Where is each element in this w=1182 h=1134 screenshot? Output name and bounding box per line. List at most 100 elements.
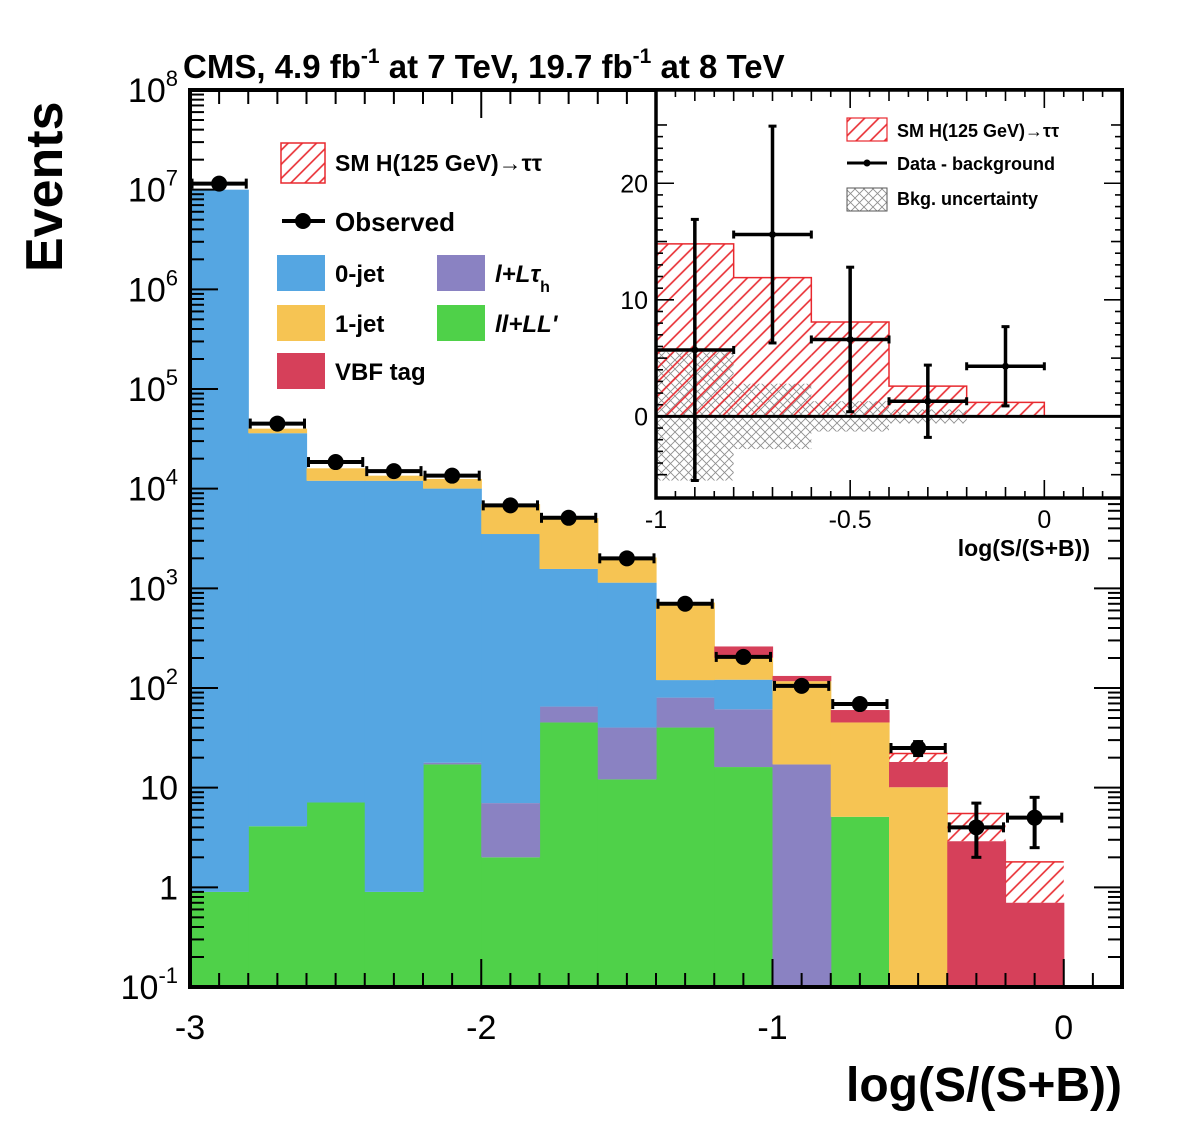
observed-point-0 xyxy=(211,175,228,192)
bar-0-jet-2 xyxy=(306,480,366,803)
legend-swatch-1jet xyxy=(277,305,325,341)
title-sup-a: -1 xyxy=(361,45,380,68)
bar-vbf-tag-11 xyxy=(830,710,890,723)
legend-label-ltau-main: l+Lτ xyxy=(495,261,541,288)
x-tick-label-2: -1 xyxy=(757,1009,787,1047)
observed-point-2 xyxy=(327,454,344,471)
y-tick-label-1: 1 xyxy=(159,869,178,907)
bar-1-jet-11 xyxy=(830,722,890,817)
y-tick-base: 10 xyxy=(121,969,159,1007)
observed-point-1 xyxy=(269,415,286,432)
x-tick-label-1: -2 xyxy=(466,1009,496,1047)
inset-x-tick-label-0: -1 xyxy=(645,506,667,534)
bar-ll-ll--9 xyxy=(714,767,774,987)
bar-ll-ll--7 xyxy=(597,779,657,987)
inset-x-tick-label-2: 0 xyxy=(1037,506,1051,534)
observed-point-8 xyxy=(677,595,694,612)
y-tick-exp: 4 xyxy=(166,465,178,490)
inset-y-axis: 0 10 20 xyxy=(620,124,1122,476)
y-tick-base: 10 xyxy=(128,570,166,608)
x-axis-label: log(S/(S+B)) xyxy=(846,1059,1122,1112)
title-part-c: at 8 TeV xyxy=(651,48,784,85)
bar-l-l-h-6 xyxy=(539,706,599,723)
bar-vbf-tag-13 xyxy=(947,841,1007,987)
inset-data-point-1 xyxy=(769,231,776,239)
y-tick-exp: -1 xyxy=(158,963,178,988)
legend-label-0jet: 0-jet xyxy=(335,261,384,288)
legend-swatch-0jet xyxy=(277,255,325,291)
bar-0-jet-9 xyxy=(714,679,774,710)
y-axis-label: Events xyxy=(16,101,74,272)
bar-l-l-h-7 xyxy=(597,727,657,780)
bar-ll-ll--4 xyxy=(423,764,482,987)
bar-ll-ll--11 xyxy=(830,816,890,987)
bar-0-jet-5 xyxy=(481,534,541,804)
legend-swatch-observed-marker xyxy=(295,213,311,229)
bar-l-l-h-5 xyxy=(481,803,541,858)
y-tick-base: 10 xyxy=(140,770,178,808)
inset-data-point-2 xyxy=(846,335,854,343)
bar-1-jet-8 xyxy=(656,602,715,681)
bar-1-jet-6 xyxy=(539,518,599,569)
inset-legend: SM H(125 GeV)→ττ Data - background Bkg. … xyxy=(846,117,1059,212)
bar-1-jet-12 xyxy=(889,787,948,987)
inset-legend-label-signal: SM H(125 GeV)→ττ xyxy=(897,121,1059,141)
bar-ll-ll--6 xyxy=(539,722,599,987)
observed-point-6 xyxy=(560,509,577,526)
y-tick-base: 10 xyxy=(128,371,166,409)
observed-points xyxy=(190,175,1064,859)
y-tick-exp: 2 xyxy=(166,664,178,689)
bar-0-jet-4 xyxy=(423,488,482,763)
main-legend: SM H(125 GeV)→ττ Observed 0-jet 1-jet VB… xyxy=(277,142,559,389)
inset-signal-bin-4 xyxy=(966,402,1045,417)
inset-data-points xyxy=(654,124,1046,483)
inset-y-tick-label-0: 0 xyxy=(634,403,648,431)
y-tick-base: 10 xyxy=(128,471,166,509)
inset-data-point-4 xyxy=(1002,362,1009,370)
bar-1-jet-10 xyxy=(772,681,832,765)
y-tick-base: 10 xyxy=(128,271,166,309)
legend-label-vbf: VBF tag xyxy=(335,359,426,386)
y-tick-label-0: 10-1 xyxy=(121,963,178,1007)
y-tick-base: 10 xyxy=(128,670,166,708)
y-tick-exp: 5 xyxy=(166,365,178,390)
inset-x-axis: -1 -0.5 0 xyxy=(645,90,1123,534)
y-tick-exp: 3 xyxy=(166,564,178,589)
bar-l-l-h-10 xyxy=(772,764,832,987)
observed-point-3 xyxy=(385,463,402,480)
y-tick-label-4: 103 xyxy=(128,564,178,608)
y-tick-base: 1 xyxy=(159,869,178,907)
bar-l-l-h-9 xyxy=(714,709,774,768)
observed-point-10 xyxy=(793,677,810,694)
bar-ll-ll--5 xyxy=(481,857,541,987)
bar-l-l-h-4 xyxy=(423,762,482,765)
signal-bin-14 xyxy=(1005,861,1064,903)
legend-label-1jet: 1-jet xyxy=(335,311,384,338)
observed-point-11 xyxy=(851,696,868,713)
y-tick-label-9: 108 xyxy=(128,66,178,110)
bar-0-jet-1 xyxy=(248,433,308,827)
title-part-b: at 7 TeV, 19.7 fb xyxy=(380,48,633,85)
y-tick-label-6: 105 xyxy=(128,365,178,409)
bar-0-jet-8 xyxy=(656,680,715,698)
bar-ll-ll--8 xyxy=(656,727,715,987)
legend-swatch-ll xyxy=(437,305,485,341)
chart-title: CMS, 4.9 fb-1 at 7 TeV, 19.7 fb-1 at 8 T… xyxy=(183,45,785,85)
inset-x-axis-label: log(S/(S+B)) xyxy=(958,535,1090,561)
bar-l-l-h-8 xyxy=(656,697,715,728)
inset-y-tick-label-1: 10 xyxy=(620,287,648,315)
y-tick-label-7: 106 xyxy=(128,265,178,309)
bar-0-jet-3 xyxy=(364,480,424,892)
bar-ll-ll--1 xyxy=(248,826,308,987)
signal-bin-12 xyxy=(889,753,948,762)
observed-point-7 xyxy=(618,550,635,567)
inset-x-tick-label-1: -0.5 xyxy=(829,506,872,534)
inset-legend-swatch-bkg xyxy=(846,187,888,212)
bar-vbf-tag-14 xyxy=(1005,902,1065,987)
y-tick-label-3: 102 xyxy=(128,664,178,708)
y-tick-base: 10 xyxy=(128,72,166,110)
bar-1-jet-9 xyxy=(714,657,774,680)
bar-1-jet-2 xyxy=(306,468,366,481)
y-tick-exp: 8 xyxy=(166,66,178,91)
